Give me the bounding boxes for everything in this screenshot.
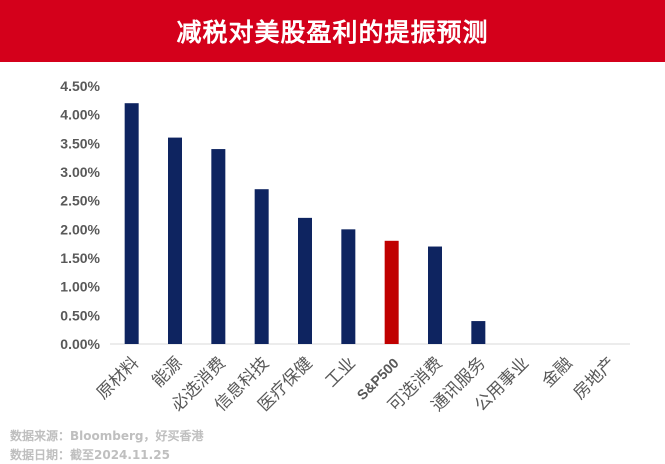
y-tick-label: 4.50% — [60, 78, 100, 94]
y-tick-label: 3.00% — [60, 164, 100, 180]
y-tick-label: 2.50% — [60, 193, 100, 209]
bar-4 — [254, 189, 269, 344]
title-banner — [0, 0, 665, 62]
data-date-note: 数据日期：截至2024.11.25 — [10, 448, 170, 462]
bar-chart: 0.00% 0.50% 1.00% 1.50% 2.00% 2.50% 3.00% 3.50%… — [60, 78, 630, 416]
x-tick-label: 金融 — [538, 353, 576, 391]
y-tick-label: 1.50% — [60, 250, 100, 266]
bar-1 — [124, 103, 139, 344]
chart-title: 减税对美股盈利的提振预测 — [176, 18, 489, 47]
bar-7 — [384, 240, 399, 344]
y-tick-label: 1.00% — [60, 279, 100, 295]
y-tick-label: 0.00% — [60, 336, 100, 352]
x-tick-label: 房地产 — [570, 353, 620, 403]
bar-9 — [471, 321, 486, 344]
bar-3 — [211, 149, 226, 344]
bar-6 — [341, 229, 356, 344]
bar-2 — [168, 137, 182, 344]
y-tick-label: 0.50% — [60, 307, 100, 323]
data-source-note: 数据来源：Bloomberg，好买香港 — [10, 429, 204, 443]
x-tick-label: 工业 — [322, 353, 360, 391]
x-tick-label: 能源 — [148, 353, 186, 391]
y-tick-label: 3.50% — [60, 135, 100, 151]
x-tick-label: 原材料 — [93, 353, 143, 403]
bars — [124, 103, 486, 344]
bar-8 — [428, 246, 442, 344]
y-tick-label: 4.00% — [60, 107, 100, 123]
bar-5 — [298, 217, 312, 344]
y-tick-label: 2.00% — [60, 221, 100, 237]
y-axis: 0.00% 0.50% 1.00% 1.50% 2.00% 2.50% 3.00% 3.50%… — [60, 78, 100, 352]
